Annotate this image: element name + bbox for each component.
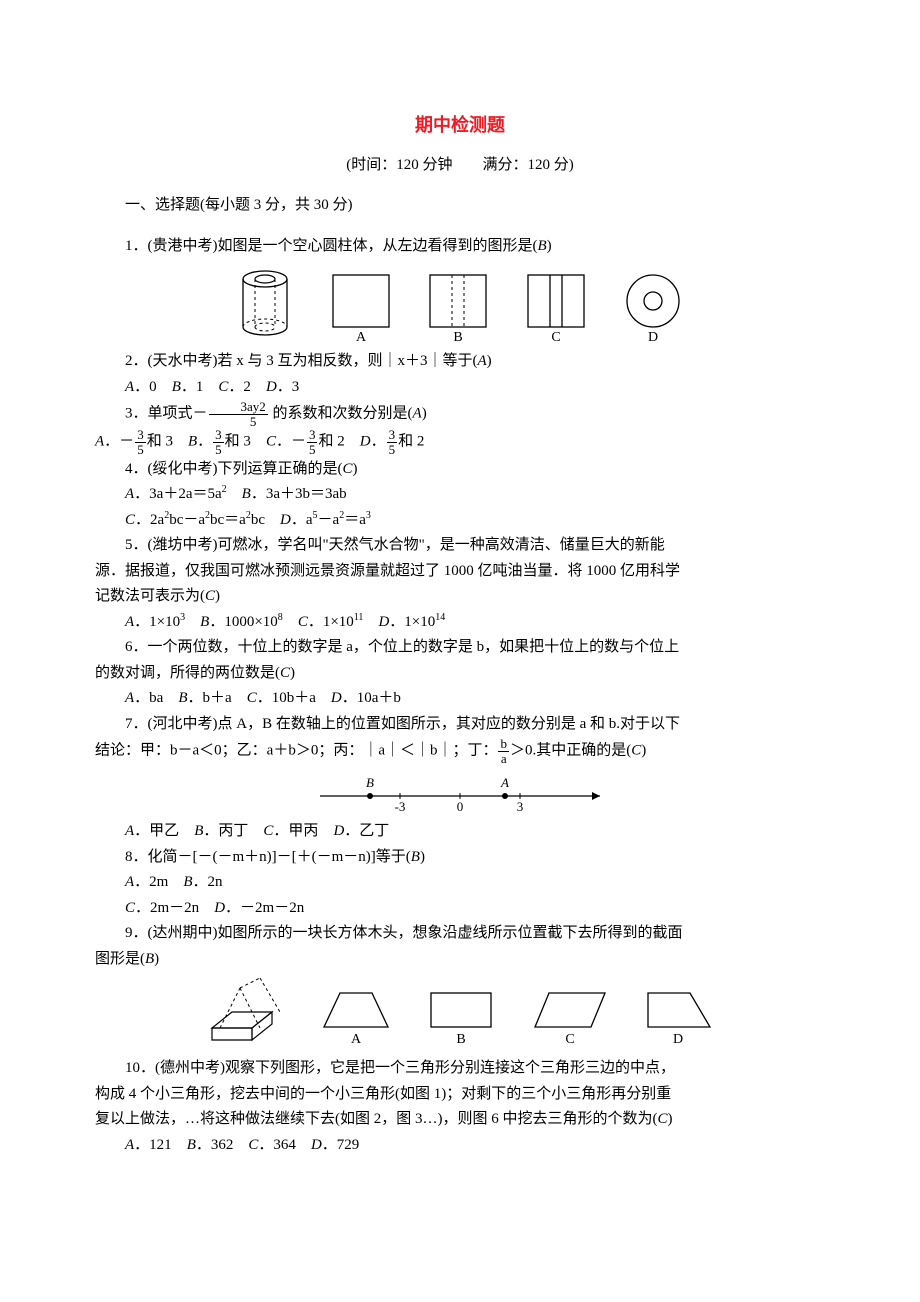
q4-options-ab: A．3a＋2a＝5a2 B．3a＋3b＝3ab <box>95 482 825 508</box>
q1-text: 1．(贵港中考)如图是一个空心圆柱体，从左边看得到的图形是( <box>125 238 538 254</box>
q7-options: A．甲乙 B．丙丁 C．甲丙 D．乙丁 <box>95 819 825 845</box>
q1-option-a-icon: A <box>325 265 397 343</box>
q1-end: ) <box>547 238 552 254</box>
q7-line2: 结论：甲：b－a＜0；乙：a＋b＞0；丙：｜a｜＜｜b｜；丁：ba＞0.其中正确… <box>95 737 825 765</box>
number-line-icon: B A -3 0 3 <box>300 771 620 813</box>
q3-fraction: 3ay25 <box>209 400 268 428</box>
svg-text:A: A <box>350 1032 361 1045</box>
q5-line3: 记数法可表示为(C) <box>95 584 825 610</box>
q1-label-a: A <box>355 330 366 343</box>
svg-text:A: A <box>500 775 509 790</box>
svg-text:B: B <box>366 775 374 790</box>
q10-options: A．121 B．362 C．364 D．729 <box>95 1133 825 1159</box>
q7-numberline: B A -3 0 3 <box>95 771 825 813</box>
q4-stem: 4．(绥化中考)下列运算正确的是(C) <box>95 457 825 483</box>
q3-stem: 3．单项式－3ay25 的系数和次数分别是(A) <box>95 400 825 428</box>
q6-line1: 6．一个两位数，十位上的数字是 a，个位上的数字是 b，如果把十位上的数与个位上 <box>95 635 825 661</box>
q8-options-cd: C．2m－2n D．－2m－2n <box>95 896 825 922</box>
q6-line2: 的数对调，所得的两位数是(C) <box>95 661 825 687</box>
q8-options-ab: A．2m B．2n <box>95 870 825 896</box>
q1-label-c: C <box>551 330 560 343</box>
q1-label-b: B <box>453 330 462 343</box>
q2-text: 2．(天水中考)若 x 与 3 互为相反数，则｜x＋3｜等于( <box>125 353 478 369</box>
q4-end: ) <box>353 461 358 477</box>
q1-answer: B <box>538 238 547 254</box>
q10-line2: 构成 4 个小三角形，挖去中间的一个小三角形(如图 1)；对剩下的三个小三角形再… <box>95 1082 825 1108</box>
q5-line2: 源．据报道，仅我国可燃冰预测远景资源量就超过了 1000 亿吨油当量．将 100… <box>95 559 825 585</box>
svg-text:D: D <box>673 1032 683 1045</box>
svg-text:3: 3 <box>517 799 524 813</box>
q9-option-b-icon: B <box>421 983 501 1045</box>
q9-answer: B <box>145 951 154 967</box>
q2-options: A．0 B．1 C．2 D．3 <box>95 375 825 401</box>
q9-block-icon <box>202 978 290 1050</box>
q4-options-cd: C．2a2bc－a2bc＝a2bc D．a5－a2＝a3 <box>95 508 825 534</box>
q6-options: A．ba B．b＋a C．10b＋a D．10a＋b <box>95 686 825 712</box>
q1-label-d: D <box>648 330 658 343</box>
q7-line1: 7．(河北中考)点 A，B 在数轴上的位置如图所示，其对应的数分别是 a 和 b… <box>95 712 825 738</box>
page-subtitle: (时间：120 分钟 满分：120 分) <box>95 153 825 179</box>
svg-text:B: B <box>456 1032 465 1045</box>
q5-answer: C <box>205 588 215 604</box>
q5-options: A．1×103 B．1000×108 C．1×1011 D．1×1014 <box>95 610 825 636</box>
q4-answer: C <box>343 461 353 477</box>
q8-answer: B <box>411 849 420 865</box>
q7-fraction: ba <box>498 737 509 765</box>
section-1-heading: 一、选择题(每小题 3 分，共 30 分) <box>95 193 825 219</box>
q6-answer: C <box>280 665 290 681</box>
q2-answer: A <box>478 353 487 369</box>
q5-line1: 5．(潍坊中考)可燃冰，学名叫"天然气水合物"，是一种高效清洁、储量巨大的新能 <box>95 533 825 559</box>
q3-post: 的系数和次数分别是( <box>269 406 413 422</box>
q1-option-c-icon: C <box>520 265 592 343</box>
q9-line2: 图形是(B) <box>95 947 825 973</box>
q4-text: 4．(绥化中考)下列运算正确的是( <box>125 461 343 477</box>
q1-option-d-icon: D <box>617 265 689 343</box>
svg-text:0: 0 <box>457 799 464 813</box>
q3-pre: 3．单项式－ <box>125 406 208 422</box>
page-title: 期中检测题 <box>95 110 825 141</box>
q3-options: A．－35和 3 B．35和 3 C．－35和 2 D．35和 2 <box>95 428 825 456</box>
q10-answer: C <box>658 1111 668 1127</box>
q3-end: ) <box>422 406 427 422</box>
svg-text:C: C <box>565 1032 574 1045</box>
q9-line1: 9．(达州期中)如图所示的一块长方体木头，想象沿虚线所示位置截下去所得到的截面 <box>95 921 825 947</box>
q10-line3: 复以上做法，…将这种做法继续下去(如图 2，图 3…)，则图 6 中挖去三角形的… <box>95 1107 825 1133</box>
q1-figure-row: A B C D <box>95 265 825 343</box>
q9-option-c-icon: C <box>527 983 613 1045</box>
q1-stem: 1．(贵港中考)如图是一个空心圆柱体，从左边看得到的图形是(B) <box>95 234 825 260</box>
q2-stem: 2．(天水中考)若 x 与 3 互为相反数，则｜x＋3｜等于(A) <box>95 349 825 375</box>
q7-answer: C <box>631 743 641 759</box>
q9-figure-row: A B C D <box>95 978 825 1050</box>
q2-end: ) <box>487 353 492 369</box>
q8-stem: 8．化简－[－(－m＋n)]－[＋(－m－n)]等于(B) <box>95 845 825 871</box>
q9-option-d-icon: D <box>638 983 718 1045</box>
q1-cylinder-icon <box>231 265 299 343</box>
q10-line1: 10．(德州中考)观察下列图形，它是把一个三角形分别连接这个三角形三边的中点， <box>95 1056 825 1082</box>
svg-text:-3: -3 <box>395 799 406 813</box>
q1-option-b-icon: B <box>422 265 494 343</box>
q3-answer: A <box>413 406 422 422</box>
q9-option-a-icon: A <box>316 983 396 1045</box>
